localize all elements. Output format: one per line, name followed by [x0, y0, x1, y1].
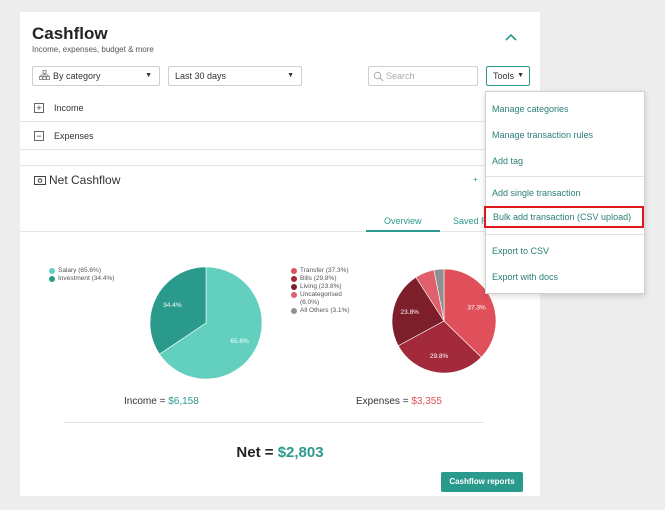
legend-label: Uncategorised (6.0%)	[300, 291, 342, 306]
menu-item-export-with-docs[interactable]: Export with docs	[492, 272, 559, 282]
legend-swatch	[291, 268, 297, 274]
expenses-total-value: $3,355	[411, 396, 442, 407]
search-icon	[373, 71, 384, 82]
cashflow-card: Cashflow Income, expenses, budget & more…	[20, 12, 540, 496]
net-cashflow-heading: Net Cashflow	[34, 173, 120, 187]
menu-divider	[486, 176, 644, 177]
pie-data-label: 65.6%	[230, 338, 249, 345]
menu-item-add-tag[interactable]: Add tag	[492, 156, 524, 166]
legend-swatch	[291, 284, 297, 290]
group-by-dropdown[interactable]: By category ▼	[32, 66, 160, 86]
collapse-button[interactable]	[504, 29, 524, 47]
page-subtitle: Income, expenses, budget & more	[32, 45, 154, 54]
menu-item-export-csv[interactable]: Export to CSV	[492, 246, 550, 256]
menu-item-add-single-transaction[interactable]: Add single transaction	[492, 188, 581, 198]
pie-slice-bills	[397, 320, 482, 373]
tab-overview[interactable]: Overview	[384, 216, 422, 226]
hierarchy-icon	[39, 70, 50, 80]
legend-label: Transfer (37.3%)	[300, 267, 349, 274]
net-total-value: $2,803	[277, 444, 324, 461]
pie-slice-investment	[150, 267, 207, 355]
income-total-label: Income =	[124, 396, 169, 407]
net-total: Net = $2,803	[20, 444, 540, 461]
tools-menu: Manage categories Manage transaction rul…	[484, 91, 645, 294]
expenses-row-label: Expenses	[54, 131, 94, 141]
tools-button[interactable]: Tools ▼	[486, 66, 530, 86]
expense-legend: Transfer (37.3%) Bills (29.8%) Living (23.…	[291, 267, 350, 315]
income-legend: Salary (65.6%) Investment (34.4%)	[49, 267, 114, 283]
income-legend-item: Salary (65.6%)	[49, 267, 114, 275]
pie-data-label: 37.3%	[467, 304, 486, 311]
pie-slice-all_others	[433, 269, 445, 322]
search-input[interactable]: Search	[368, 66, 478, 86]
income-total-value: $6,158	[168, 396, 199, 407]
expense-pie-chart: 37.3% 29.8% 23.8%	[392, 269, 496, 373]
menu-item-manage-transaction-rules[interactable]: Manage transaction rules	[492, 130, 594, 140]
caret-down-icon: ▼	[287, 72, 294, 79]
caret-down-icon: ▼	[145, 72, 152, 79]
legend-swatch	[291, 276, 297, 282]
expense-legend-item: Bills (29.8%)	[291, 275, 350, 283]
legend-swatch	[49, 268, 55, 274]
menu-item-bulk-add-transaction[interactable]: Bulk add transaction (CSV upload)	[484, 206, 644, 228]
expense-legend-item: Living (23.8%)	[291, 283, 350, 291]
divider	[64, 422, 484, 423]
expenses-total-label: Expenses =	[356, 396, 412, 407]
net-total-label: Net =	[236, 444, 278, 461]
legend-swatch	[291, 292, 297, 298]
collapse-icon[interactable]: −	[34, 131, 44, 141]
period-value: Last 30 days	[175, 71, 227, 81]
menu-item-manage-categories[interactable]: Manage categories	[492, 104, 569, 114]
expenses-detail-row	[20, 150, 540, 166]
expense-legend-item: Transfer (37.3%)	[291, 267, 350, 275]
add-icon[interactable]: +	[473, 175, 478, 184]
pie-data-label: 23.8%	[401, 309, 420, 316]
tabs-divider	[20, 231, 540, 232]
income-pie-chart: 65.6% 34.4%	[150, 267, 262, 379]
expand-icon[interactable]: +	[34, 103, 44, 113]
tab-saved-reports[interactable]: Saved R	[453, 216, 488, 226]
legend-label: Living (23.8%)	[300, 283, 342, 290]
period-dropdown[interactable]: Last 30 days ▼	[168, 66, 302, 86]
search-placeholder: Search	[386, 71, 415, 81]
pie-slice-transfer	[443, 269, 496, 358]
legend-label: Investment (34.4%)	[58, 275, 115, 282]
legend-label: Bills (29.8%)	[300, 275, 337, 282]
page-title: Cashflow	[32, 24, 108, 43]
net-cashflow-title: Net Cashflow	[49, 173, 121, 187]
chevron-up-icon	[505, 33, 517, 41]
group-by-value: By category	[53, 71, 101, 81]
money-icon	[34, 176, 46, 185]
expenses-row[interactable]: − Expenses	[20, 122, 540, 150]
expense-legend-item: All Others (3.1%)	[291, 307, 350, 315]
legend-label: Salary (65.6%)	[58, 267, 101, 274]
cashflow-reports-button[interactable]: Cashflow reports	[441, 472, 523, 492]
legend-swatch	[291, 308, 297, 314]
menu-divider	[486, 234, 644, 235]
legend-swatch	[49, 276, 55, 282]
expense-legend-item: Uncategorised (6.0%)	[291, 291, 350, 307]
legend-label: All Others (3.1%)	[300, 307, 350, 314]
income-total: Income = $6,158	[124, 396, 199, 407]
tools-label: Tools	[493, 71, 515, 81]
pie-slice-salary	[159, 267, 262, 379]
income-row[interactable]: + Income	[20, 94, 540, 122]
pie-data-label: 29.8%	[430, 353, 449, 360]
caret-down-icon: ▼	[517, 72, 524, 79]
expenses-total: Expenses = $3,355	[356, 396, 442, 407]
income-row-label: Income	[54, 103, 84, 113]
pie-data-label: 34.4%	[163, 302, 182, 309]
income-legend-item: Investment (34.4%)	[49, 275, 114, 283]
pie-slice-living	[392, 276, 445, 347]
active-tab-indicator	[366, 230, 440, 232]
